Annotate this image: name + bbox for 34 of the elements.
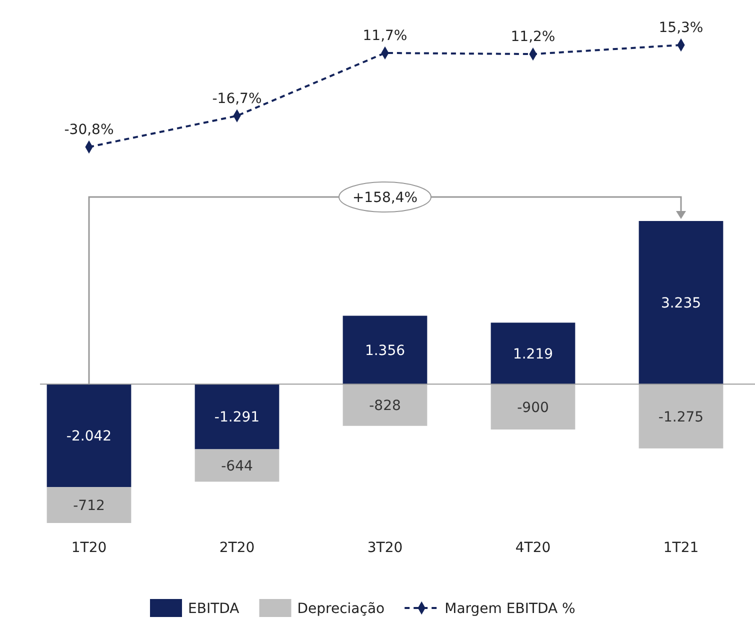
data-label: 15,3%	[658, 20, 704, 36]
x-tick-label: 4T20	[515, 540, 551, 556]
legend-label: EBITDA	[188, 601, 240, 617]
bar	[46, 384, 132, 488]
data-label: 1.219	[512, 346, 554, 362]
x-tick-label: 1T20	[71, 540, 107, 556]
data-label: -644	[221, 458, 253, 474]
data-label: -900	[517, 400, 549, 416]
data-label: -16,7%	[212, 90, 262, 107]
bar	[638, 221, 724, 384]
bar	[46, 487, 132, 523]
data-label: -712	[73, 498, 105, 514]
legend-label: Margem EBITDA %	[444, 601, 576, 617]
bar	[490, 384, 576, 430]
bar	[342, 316, 428, 384]
data-label: -2.042	[66, 428, 112, 445]
bar	[194, 384, 280, 450]
data-label: 11,2%	[510, 29, 556, 46]
bar	[342, 384, 428, 426]
x-tick-label: 2T20	[219, 540, 255, 556]
data-label: 3.235	[660, 296, 702, 312]
data-label: 11,7%	[362, 28, 408, 44]
legend-label: Depreciação	[297, 601, 385, 617]
bar	[490, 322, 576, 384]
text: +158,4%	[352, 190, 418, 206]
data-label: -1.275	[658, 409, 704, 426]
data-label: -1.291	[214, 410, 260, 426]
bar	[638, 384, 724, 448]
data-label: 1.356	[364, 342, 406, 359]
x-tick-label: 1T21	[663, 540, 699, 556]
data-label: -828	[369, 398, 401, 414]
data-label: -30,8%	[64, 122, 114, 138]
x-tick-label: 3T20	[367, 540, 403, 556]
bar	[194, 449, 280, 482]
